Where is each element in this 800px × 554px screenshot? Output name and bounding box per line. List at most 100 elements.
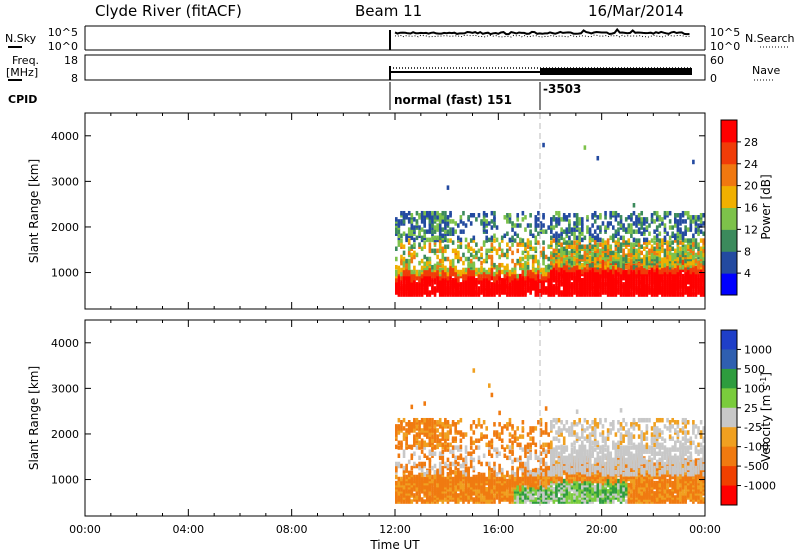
range-cell <box>537 472 540 478</box>
range-cell <box>655 256 659 262</box>
range-cell <box>451 227 455 232</box>
range-cell <box>619 242 623 247</box>
range-cell <box>506 263 509 269</box>
range-cell <box>539 484 543 490</box>
range-cell <box>674 213 677 218</box>
range-cell <box>588 235 592 241</box>
range-cell <box>511 449 514 454</box>
range-cell <box>534 442 538 448</box>
colorbar-swatch <box>721 141 737 165</box>
range-cell <box>544 453 548 459</box>
range-cell <box>643 258 646 264</box>
range-cell <box>573 489 576 494</box>
range-cell <box>542 240 545 245</box>
range-cell <box>444 438 447 443</box>
range-cell <box>630 227 633 232</box>
range-cell <box>596 215 600 220</box>
range-cell <box>511 250 514 256</box>
range-cell <box>614 246 618 252</box>
range-cell <box>441 493 445 498</box>
range-cell <box>521 420 525 425</box>
range-cell <box>526 261 530 267</box>
range-cell <box>630 246 633 252</box>
range-cell <box>552 258 556 264</box>
range-cell <box>632 256 636 262</box>
range-cell <box>467 275 470 281</box>
range-cell <box>480 461 483 467</box>
range-cell <box>498 497 501 502</box>
range-cell <box>588 258 592 264</box>
range-cell <box>531 476 535 482</box>
range-cell <box>420 478 424 484</box>
range-cell <box>591 467 594 473</box>
range-cell <box>498 262 501 268</box>
range-cell <box>575 284 579 289</box>
range-cell <box>591 440 594 446</box>
range-cell <box>441 288 445 293</box>
range-cell <box>557 248 561 254</box>
range-cell <box>593 484 597 490</box>
range-cell <box>500 269 504 275</box>
range-cell <box>454 436 458 441</box>
range-cell <box>692 246 695 252</box>
range-cell <box>495 434 499 439</box>
range-cell <box>490 235 494 241</box>
cpid-change-text: -3503 <box>543 82 581 96</box>
range-cell <box>451 420 455 425</box>
range-cell <box>578 499 582 504</box>
range-cell <box>459 215 463 220</box>
range-cell <box>578 417 582 423</box>
range-cell <box>457 269 460 275</box>
range-cell <box>531 495 535 500</box>
range-cell <box>519 259 522 265</box>
range-cell <box>524 275 527 281</box>
range-cell <box>420 282 424 287</box>
range-cell <box>666 210 669 216</box>
range-cell <box>562 229 566 234</box>
range-cell <box>407 420 411 425</box>
range-cell <box>645 225 649 230</box>
range-cell <box>575 213 579 218</box>
range-cell <box>586 225 589 230</box>
range-cell <box>524 453 527 459</box>
range-cell <box>472 248 476 254</box>
range-cell <box>436 428 439 433</box>
range-cell <box>418 461 421 467</box>
range-cell <box>428 256 432 262</box>
range-cell <box>488 470 491 476</box>
range-cell <box>534 467 538 473</box>
range-cell <box>655 225 659 230</box>
range-cell <box>550 217 553 222</box>
range-cell <box>477 290 481 295</box>
range-cell <box>482 472 486 478</box>
range-cell <box>433 225 437 230</box>
range-cell <box>614 240 618 245</box>
range-cell <box>482 223 486 228</box>
range-cell <box>575 219 579 224</box>
range-cell <box>441 227 445 232</box>
range-cell <box>506 217 509 222</box>
range-cell <box>418 420 421 425</box>
range-cell <box>568 491 571 496</box>
range-cell <box>433 280 437 285</box>
range-cell <box>464 487 468 492</box>
range-cell <box>588 255 592 260</box>
range-cell <box>428 237 432 243</box>
range-cell <box>624 254 628 260</box>
range-cell <box>493 262 496 268</box>
range-cell <box>451 449 455 454</box>
range-cell <box>506 444 509 450</box>
range-cell <box>508 246 512 252</box>
range-cell <box>619 257 623 262</box>
range-cell <box>420 292 424 297</box>
range-cell <box>433 484 437 490</box>
range-cell <box>488 445 491 450</box>
range-cell <box>624 240 628 245</box>
range-cell <box>397 219 401 224</box>
range-cell <box>493 484 496 490</box>
range-cell <box>449 424 452 429</box>
range-cell <box>451 436 455 441</box>
range-cell <box>570 231 574 236</box>
range-cell <box>622 252 625 258</box>
range-cell <box>679 290 682 295</box>
